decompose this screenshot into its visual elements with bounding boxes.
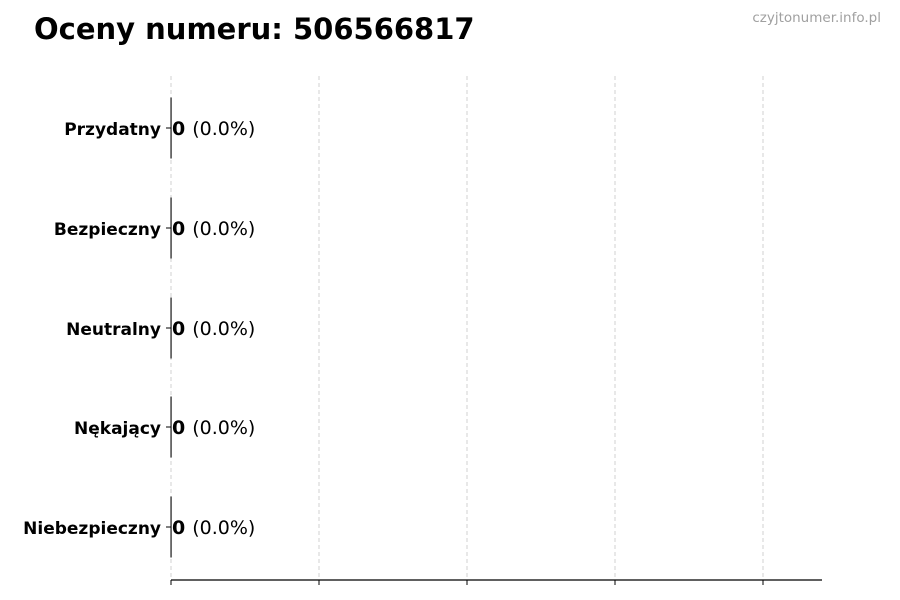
data-label-value: 0 <box>172 318 185 340</box>
data-label-percent: (0.0%) <box>192 417 255 439</box>
data-label-percent: (0.0%) <box>192 218 255 240</box>
y-tick-label: Niebezpieczny <box>23 519 161 539</box>
watermark: czyjtonumer.info.pl <box>752 10 881 26</box>
data-label: 0 (0.0%) <box>172 417 255 439</box>
y-tick-label: Nękający <box>74 419 161 439</box>
data-label-value: 0 <box>172 218 185 240</box>
data-label: 0 (0.0%) <box>172 318 255 340</box>
y-tick-label: Przydatny <box>64 120 161 140</box>
data-label-percent: (0.0%) <box>192 517 255 539</box>
data-label: 0 (0.0%) <box>172 218 255 240</box>
y-tick-label: Neutralny <box>66 320 161 340</box>
y-tick-label: Bezpieczny <box>54 220 161 240</box>
data-label-value: 0 <box>172 118 185 140</box>
data-label: 0 (0.0%) <box>172 118 255 140</box>
data-label-value: 0 <box>172 417 185 439</box>
data-label-percent: (0.0%) <box>192 318 255 340</box>
data-label: 0 (0.0%) <box>172 517 255 539</box>
data-label-percent: (0.0%) <box>192 118 255 140</box>
chart-title: Oceny numeru: 506566817 <box>34 12 475 46</box>
data-label-value: 0 <box>172 517 185 539</box>
